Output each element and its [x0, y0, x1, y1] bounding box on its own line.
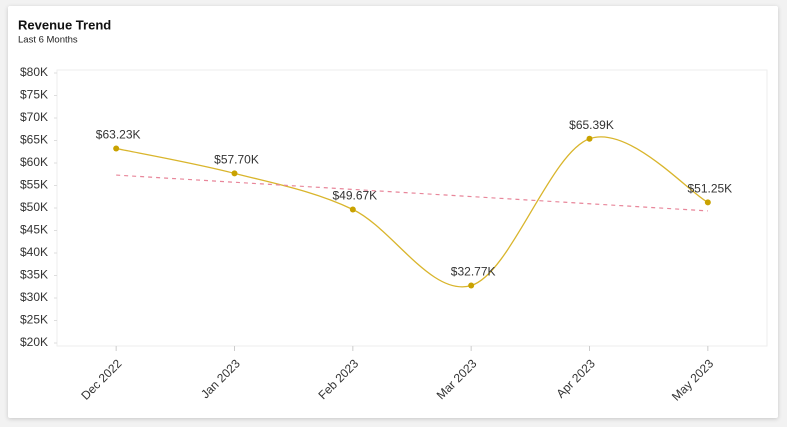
- y-tick-label: $65K: [20, 133, 48, 147]
- y-tick-label: $25K: [20, 313, 48, 327]
- y-tick-label: $75K: [20, 88, 48, 102]
- data-label: $32.77K: [451, 265, 496, 279]
- y-tick-label: $55K: [20, 178, 48, 192]
- y-tick-label: $45K: [20, 223, 48, 237]
- x-tick-label: Mar 2023: [434, 356, 480, 402]
- point: [468, 282, 475, 289]
- y-tick-label: $50K: [20, 200, 48, 214]
- line: [116, 136, 709, 288]
- y-tick-label: $70K: [20, 110, 48, 124]
- y-tick-label: $30K: [20, 290, 48, 304]
- data-label: $49.67K: [332, 189, 377, 203]
- y-tick-label: $35K: [20, 268, 48, 282]
- data-label: $65.39K: [569, 118, 614, 132]
- x-tick-label: Feb 2023: [315, 356, 361, 402]
- data-label: $57.70K: [214, 153, 259, 167]
- x-tick-label: Jan 2023: [198, 356, 243, 401]
- data-label: $63.23K: [96, 128, 141, 142]
- card: [8, 6, 778, 418]
- y-tick-label: $80K: [20, 65, 48, 79]
- trend-line: [116, 174, 708, 212]
- x-tick-label: Apr 2023: [554, 356, 599, 401]
- data-label: $51.25K: [687, 182, 732, 196]
- point: [113, 145, 120, 152]
- chart-title: Revenue Trend: [18, 17, 111, 32]
- point: [349, 206, 356, 213]
- point: [704, 199, 711, 206]
- chart-subtitle: Last 6 Months: [18, 35, 78, 46]
- x-tick-label: May 2023: [669, 356, 716, 403]
- point: [231, 170, 238, 177]
- y-tick-label: $20K: [20, 335, 48, 349]
- y-tick-label: $40K: [20, 245, 48, 259]
- point: [586, 135, 593, 142]
- x-tick-label: Dec 2022: [78, 356, 124, 402]
- y-tick-label: $60K: [20, 155, 48, 169]
